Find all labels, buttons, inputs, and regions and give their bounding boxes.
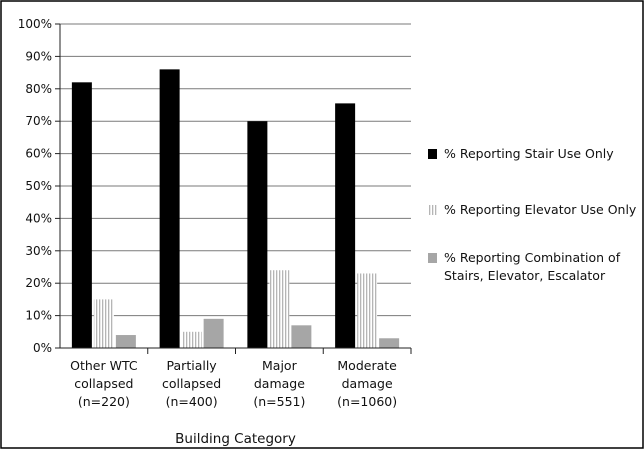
y-tick-label: 40% xyxy=(25,211,52,225)
bar-series-3-cat-2 xyxy=(203,318,224,348)
legend-swatch-1 xyxy=(428,149,437,159)
bar-series-3-cat-3 xyxy=(291,325,312,348)
legend-swatch-2 xyxy=(428,205,437,215)
bar-series-1-cat-2 xyxy=(159,69,180,349)
bar-series-1-cat-1 xyxy=(71,82,92,348)
bar-series-2-cat-3 xyxy=(269,270,290,348)
y-tick-label: 50% xyxy=(25,179,52,193)
bar-series-2-cat-4 xyxy=(357,273,378,348)
x-axis-title: Building Category xyxy=(175,431,296,447)
y-tick-label: 70% xyxy=(25,114,52,128)
legend: % Reporting Stair Use Only % Reporting El… xyxy=(428,146,637,283)
x-category-label: Other WTC collapsed (n=220) xyxy=(70,358,138,409)
bar-series-3-cat-4 xyxy=(379,338,400,348)
axes: 0% 10% 20% 30% 40% 50% 60% 70% 80% 90% 100% Other W… xyxy=(18,17,412,447)
bar-series-2-cat-2 xyxy=(181,331,202,348)
bar-series-1-cat-3 xyxy=(247,121,268,348)
y-tick-label: 80% xyxy=(25,82,52,96)
x-category-label: Moderate damage (n=1060) xyxy=(337,358,397,409)
x-category-label: Major damage (n=551) xyxy=(253,358,305,409)
bars xyxy=(71,69,400,349)
y-tick-label: 60% xyxy=(25,147,52,161)
legend-label-3: % Reporting Combination of Stairs, Elevat… xyxy=(444,250,621,283)
bar-series-3-cat-1 xyxy=(115,335,136,348)
y-tick-label: 90% xyxy=(25,49,52,63)
y-tick-label: 10% xyxy=(25,309,52,323)
y-tick-label: 0% xyxy=(33,341,52,355)
y-tick-label: 100% xyxy=(18,17,52,31)
y-tick-label: 30% xyxy=(25,244,52,258)
legend-swatch-3 xyxy=(428,253,437,263)
legend-label-2: % Reporting Elevator Use Only xyxy=(444,202,637,217)
bar-series-1-cat-4 xyxy=(335,103,356,348)
legend-label-1: % Reporting Stair Use Only xyxy=(444,146,614,161)
bar-series-2-cat-1 xyxy=(93,299,114,348)
x-category-label: Partially collapsed (n=400) xyxy=(162,358,221,409)
y-tick-label: 20% xyxy=(25,276,52,290)
